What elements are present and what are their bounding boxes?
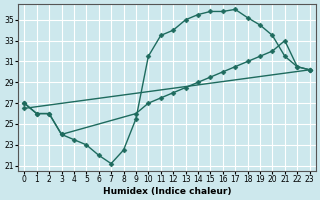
- X-axis label: Humidex (Indice chaleur): Humidex (Indice chaleur): [103, 187, 231, 196]
